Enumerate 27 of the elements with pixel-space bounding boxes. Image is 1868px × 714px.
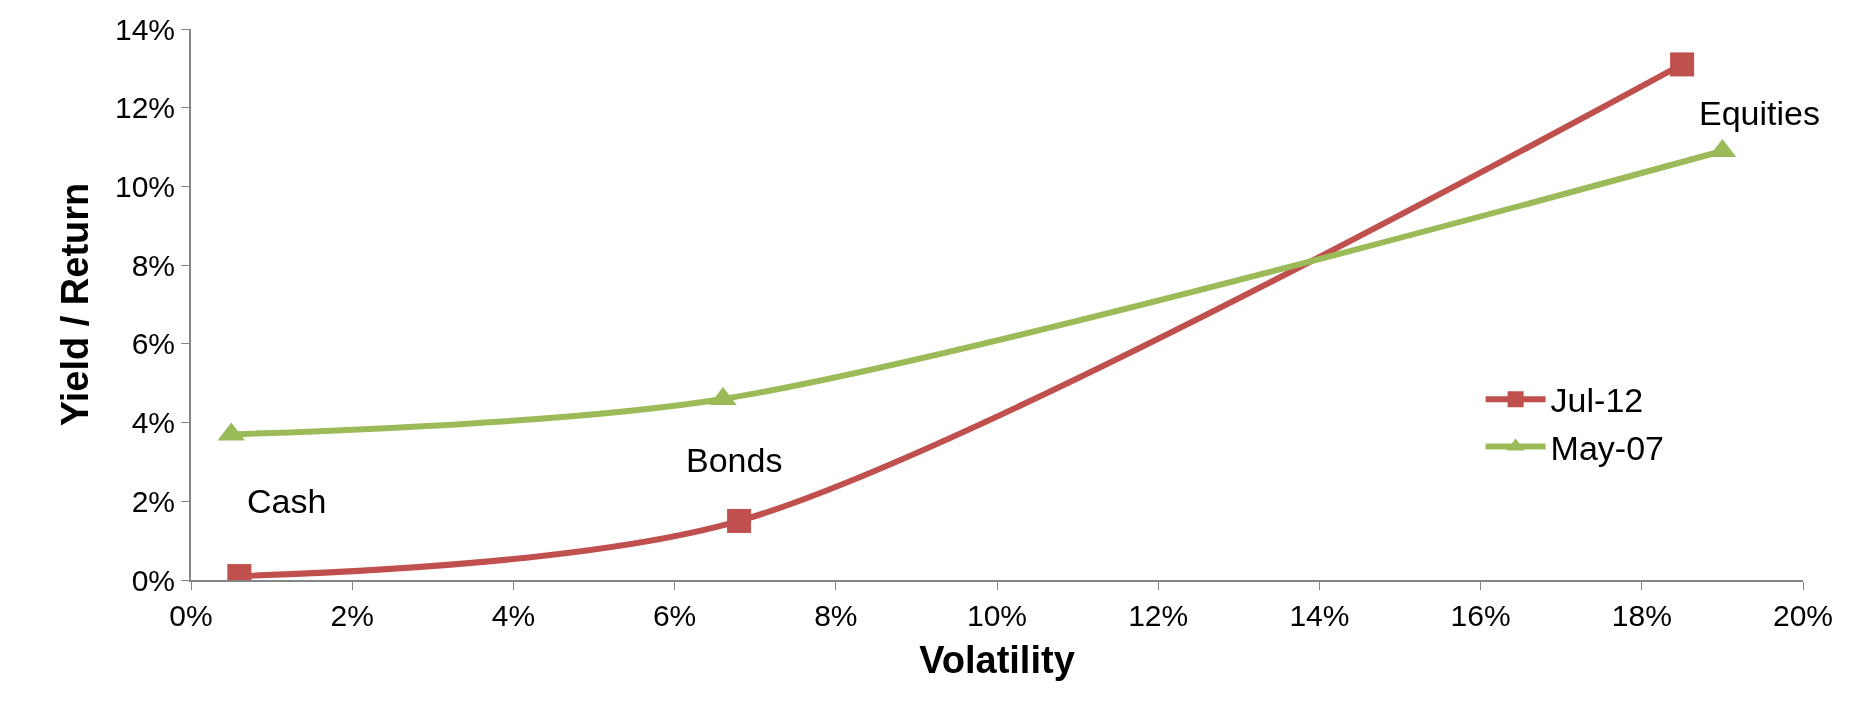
- x-tick-label: 14%: [1289, 599, 1350, 632]
- x-axis-title: Volatility: [919, 638, 1075, 681]
- y-tick-label: 0%: [131, 563, 175, 597]
- x-tick-label: 18%: [1611, 599, 1672, 632]
- y-tick-label: 2%: [131, 484, 175, 518]
- y-tick-label: 6%: [131, 327, 175, 361]
- annotation: Equities: [1699, 94, 1820, 132]
- legend-label: May-07: [1550, 428, 1664, 467]
- x-tick-label: 10%: [966, 599, 1028, 632]
- point: [1670, 52, 1695, 77]
- x-tick-label: 2%: [330, 599, 374, 632]
- y-axis-title: Yield / Return: [53, 182, 96, 427]
- x-tick-label: 6%: [652, 599, 697, 632]
- x-tick-label: 0%: [169, 599, 213, 632]
- legend-label: Jul-12: [1550, 381, 1644, 420]
- y-tick-label: 4%: [131, 406, 175, 440]
- y-tick-label: 12%: [114, 91, 175, 125]
- x-tick-label: 20%: [1772, 599, 1834, 632]
- x-tick-label: 12%: [1128, 599, 1189, 632]
- x-tick-label: 16%: [1450, 599, 1511, 632]
- x-tick-label: 8%: [814, 599, 858, 632]
- y-tick-label: 14%: [114, 12, 175, 46]
- x-tick-label: 4%: [491, 599, 536, 632]
- y-tick-label: 8%: [131, 248, 175, 282]
- annotation: Bonds: [686, 441, 783, 479]
- y-tick-label: 10%: [114, 169, 175, 203]
- annotation: Cash: [247, 482, 327, 520]
